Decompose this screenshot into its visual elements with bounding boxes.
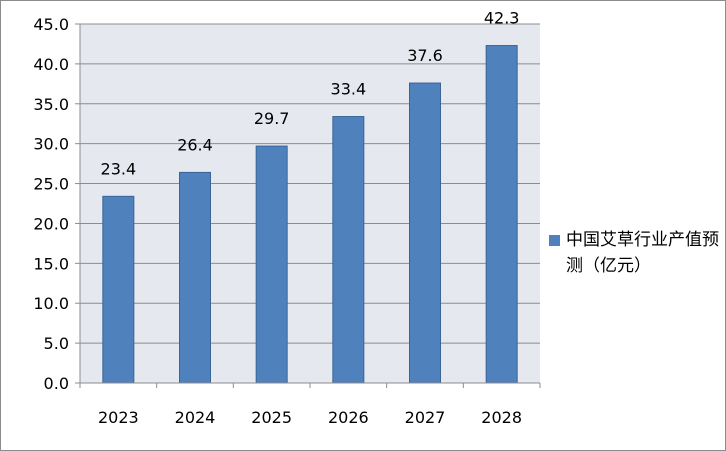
y-tick-labels: 0.0 5.0 10.0 15.0 20.0 25.0 30.0 35.0 40.0 45.0 [33, 15, 69, 393]
y-tick-label: 30.0 [33, 135, 69, 154]
x-tick-label-2026: 2026 [328, 408, 369, 427]
x-tick-label-2025: 2025 [251, 408, 292, 427]
y-tick-label: 40.0 [33, 55, 69, 74]
y-tick-label: 0.0 [44, 374, 69, 393]
legend-swatch [549, 235, 560, 246]
gridlines [75, 23, 540, 384]
bars [79, 45, 541, 388]
y-tick-label: 25.0 [33, 175, 69, 194]
x-tick-label-2023: 2023 [98, 408, 139, 427]
bar-2023 [102, 195, 135, 384]
x-tick-label-2024: 2024 [175, 408, 216, 427]
data-labels: 23.4 26.4 29.7 33.4 37.6 42.3 [101, 9, 520, 179]
legend-label: 中国艾草行业产值预测（亿元） [566, 230, 719, 276]
x-tick-labels: 2023 2024 2025 2026 2027 2028 [98, 408, 522, 427]
data-label-2024: 26.4 [177, 135, 213, 154]
bar-2027 [409, 82, 441, 384]
bar-2024 [179, 171, 211, 384]
legend: 中国艾草行业产值预测（亿元） [549, 227, 719, 279]
data-label-2027: 37.6 [407, 46, 443, 65]
bar-2028 [485, 45, 518, 384]
data-label-2026: 33.4 [331, 80, 367, 99]
plot-background [80, 24, 540, 383]
x-tick-label-2027: 2027 [405, 408, 446, 427]
y-tick-label: 35.0 [33, 95, 69, 114]
bar-2025 [255, 145, 288, 384]
data-label-2025: 29.7 [254, 109, 290, 128]
y-tick-label: 10.0 [33, 294, 69, 313]
plot-area [80, 24, 540, 383]
bar-2026 [332, 116, 365, 384]
axes [79, 24, 540, 384]
data-label-2023: 23.4 [101, 159, 137, 178]
y-tick-label: 20.0 [33, 214, 69, 233]
y-tick-label: 45.0 [33, 15, 69, 34]
y-tick-label: 5.0 [44, 334, 69, 353]
y-tick-label: 15.0 [33, 254, 69, 273]
x-tick-label-2028: 2028 [481, 408, 522, 427]
data-label-2028: 42.3 [484, 9, 520, 28]
